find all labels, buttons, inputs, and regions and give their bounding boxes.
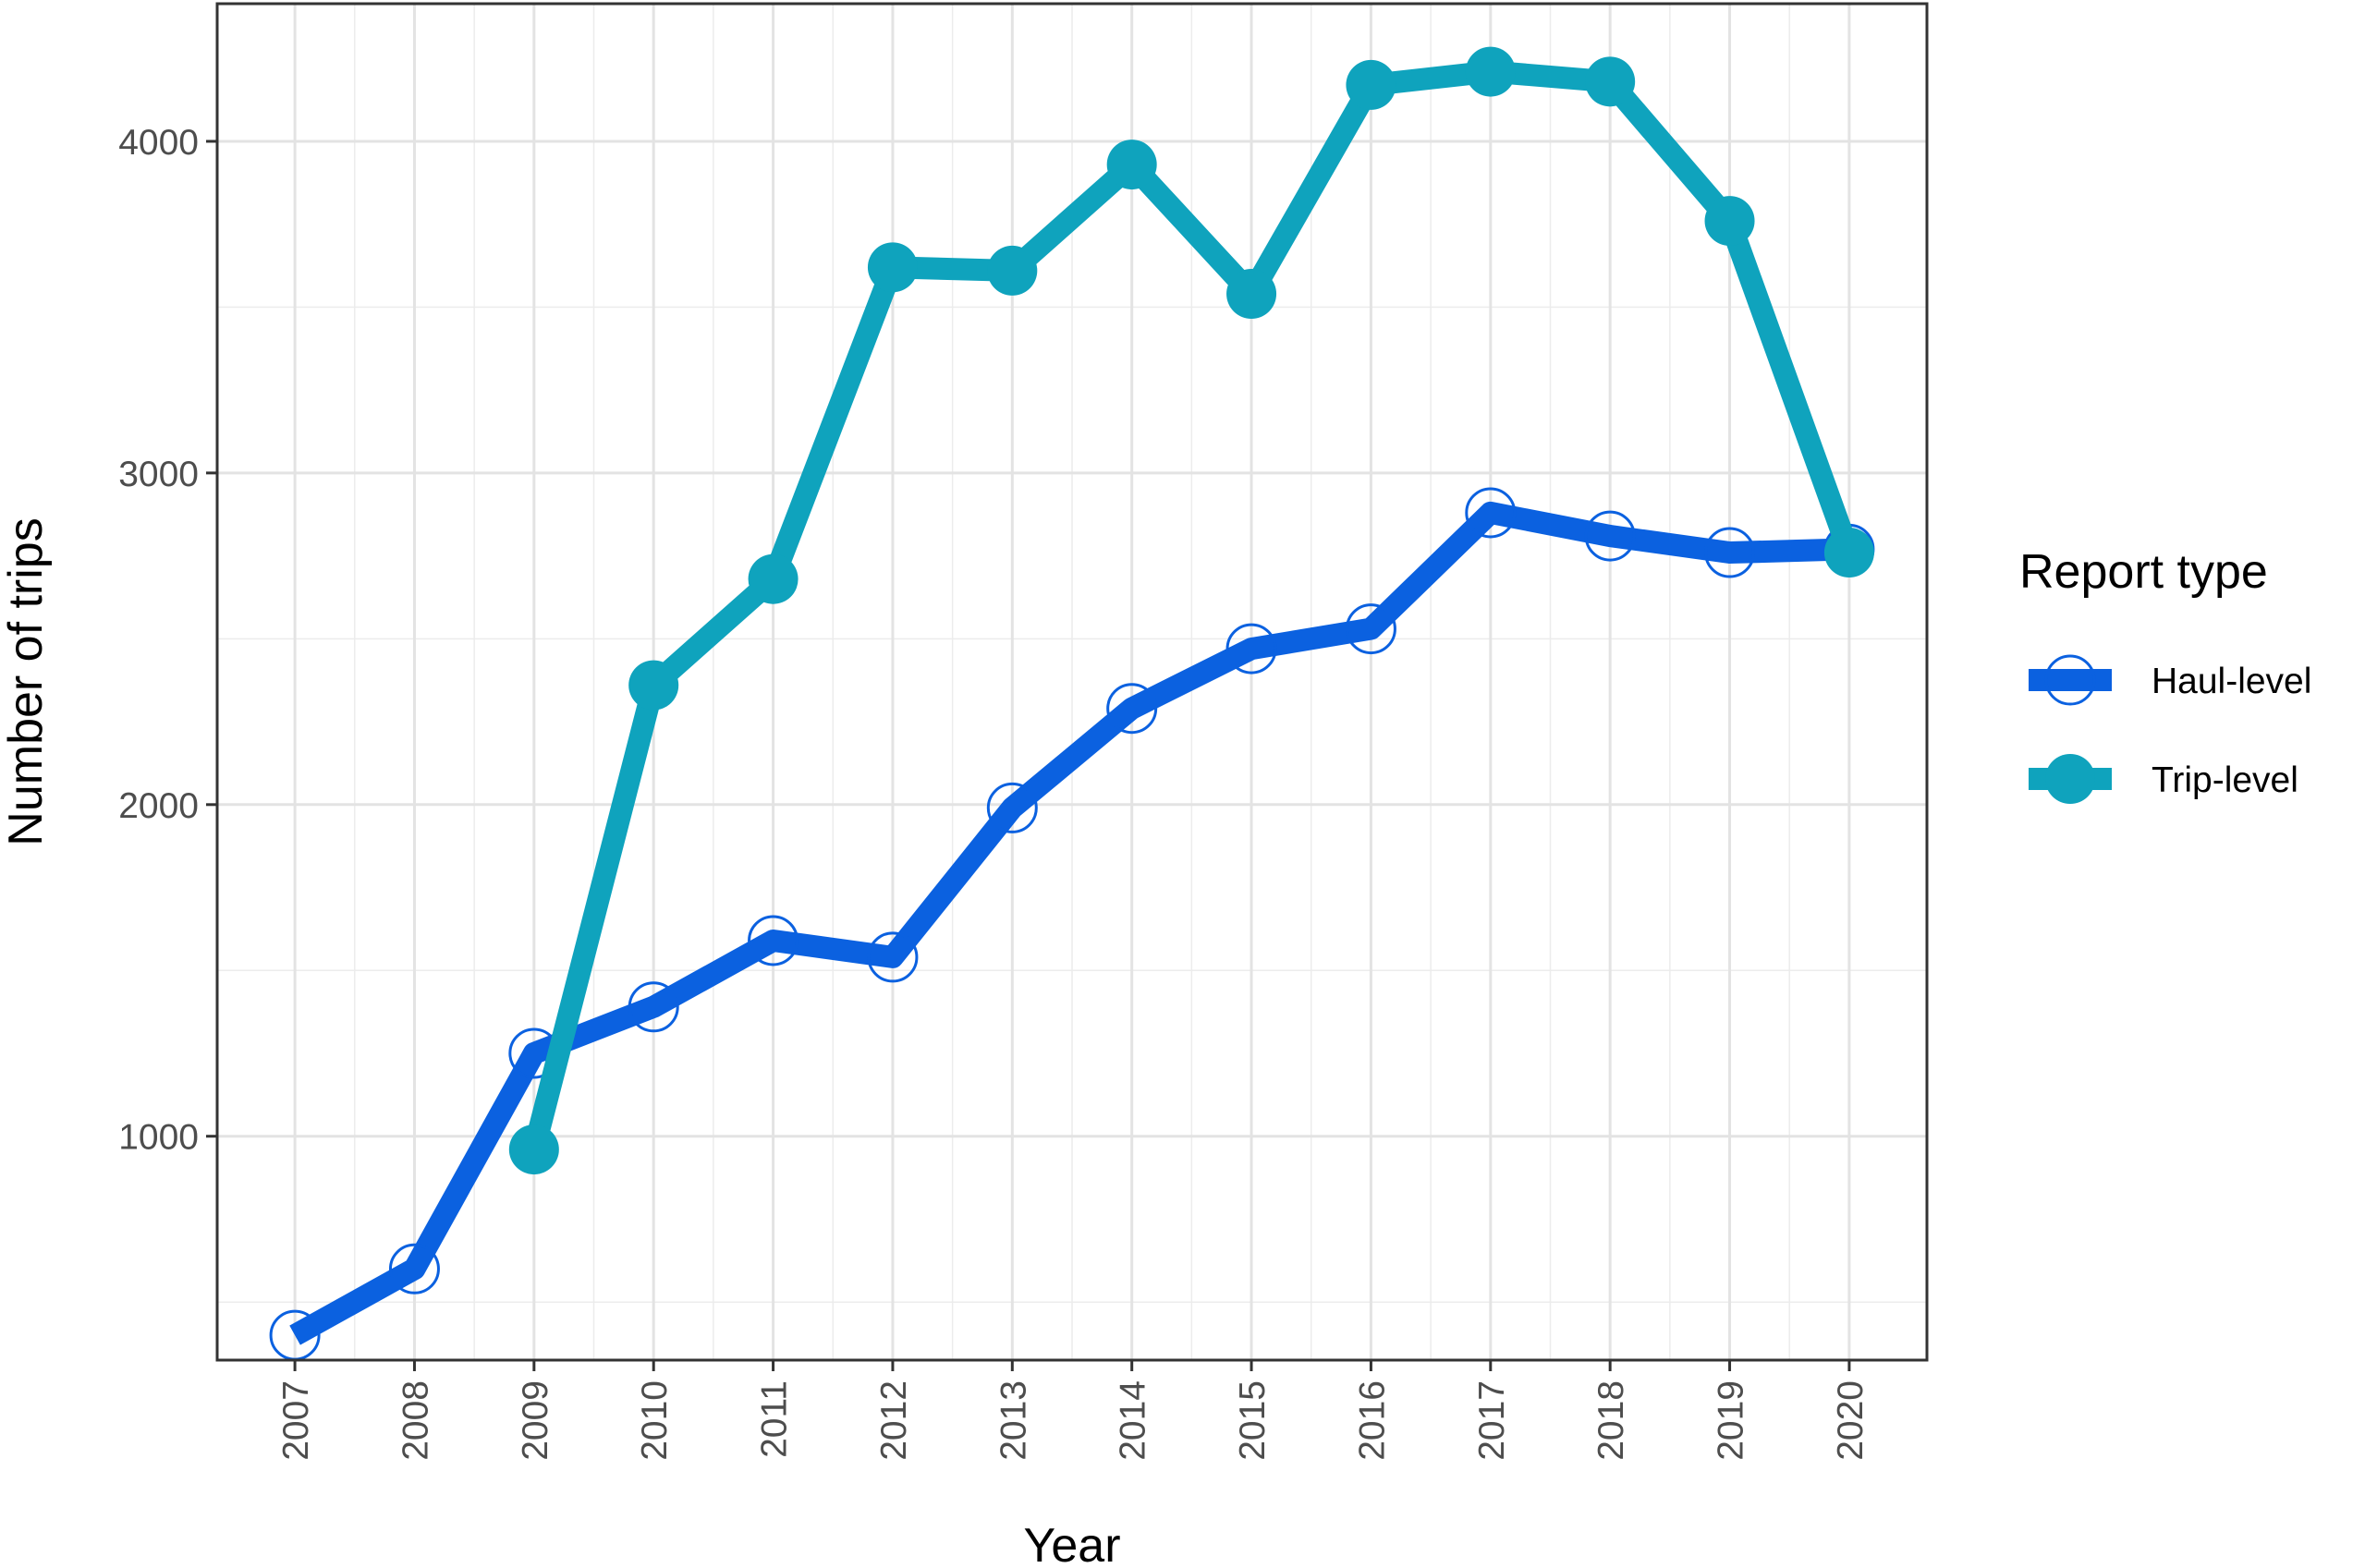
data-point (1226, 269, 1277, 320)
legend: Report type Haul-level Trip-level (2019, 545, 2311, 804)
data-point (628, 981, 679, 1033)
y-axis-title: Number of trips (0, 517, 53, 845)
axes: 2007 2008 2009 2010 2011 2012 2013 2014 2015 2016… (118, 123, 1871, 1461)
plot-panel-border (215, 2, 1929, 1362)
x-tick-label: 2008 (396, 1380, 435, 1461)
series-layer (269, 46, 1875, 1361)
x-tick-label: 2016 (1352, 1380, 1392, 1461)
data-point (1584, 510, 1636, 562)
data-point (1106, 683, 1158, 735)
data-point (867, 242, 918, 293)
x-tick-label: 2020 (1831, 1380, 1871, 1461)
x-tick-label: 2010 (635, 1380, 675, 1461)
data-point (1465, 487, 1517, 539)
y-tick-label: 1000 (118, 1118, 199, 1158)
data-point (1823, 528, 1874, 578)
data-point (1346, 59, 1396, 110)
legend-item-haul-level: Haul-level (2029, 654, 2311, 706)
data-point (1704, 196, 1755, 247)
x-tick-label: 2009 (516, 1380, 555, 1461)
data-point (1704, 527, 1756, 578)
data-point (1345, 603, 1396, 655)
minor-gridlines (217, 4, 1927, 1360)
x-tick-label: 2018 (1591, 1380, 1631, 1461)
major-gridlines (217, 4, 1927, 1360)
y-tick-label: 3000 (118, 455, 199, 494)
data-point (867, 931, 919, 983)
data-point (1585, 56, 1636, 107)
x-axis-title: Year (1023, 1519, 1120, 1568)
x-tick-label: 2011 (755, 1380, 795, 1458)
legend-key-marker (2044, 654, 2096, 706)
series-line (523, 60, 1860, 1153)
legend-label: Haul-level (2152, 662, 2311, 701)
data-point (1225, 623, 1277, 675)
legend-title: Report type (2019, 545, 2268, 599)
x-tick-label: 2019 (1712, 1380, 1751, 1461)
x-tick-label: 2015 (1233, 1380, 1273, 1461)
data-point (508, 1124, 559, 1175)
data-point (748, 915, 799, 966)
data-point (1465, 46, 1516, 97)
data-point (987, 245, 1038, 296)
data-point (628, 660, 679, 711)
legend-item-trip-level: Trip-level (2029, 754, 2298, 804)
x-tick-label: 2012 (874, 1380, 914, 1461)
x-tick-label: 2007 (276, 1380, 316, 1461)
data-point (748, 553, 798, 604)
series-trip-level (508, 46, 1874, 1175)
y-tick-label: 2000 (118, 786, 199, 826)
data-point (1106, 140, 1157, 190)
y-tick-label: 4000 (118, 123, 199, 163)
data-point (986, 782, 1038, 833)
data-point (388, 1243, 440, 1295)
x-tick-label: 2014 (1114, 1380, 1153, 1461)
legend-label: Trip-level (2152, 760, 2298, 800)
x-tick-label: 2013 (994, 1380, 1033, 1461)
x-tick-label: 2017 (1472, 1380, 1512, 1461)
legend-key-marker (2045, 754, 2095, 804)
